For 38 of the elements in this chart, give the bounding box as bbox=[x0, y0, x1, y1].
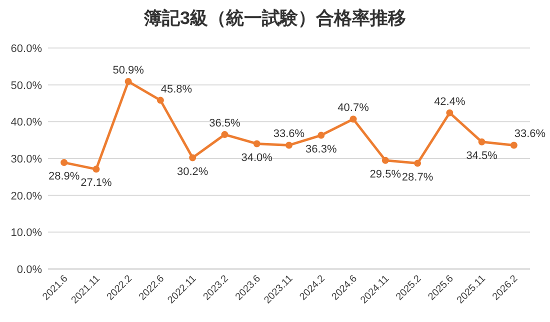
chart-title: 簿記3級（統一試験）合格率推移 bbox=[142, 8, 406, 28]
point bbox=[286, 142, 292, 149]
point bbox=[510, 142, 518, 149]
point bbox=[414, 160, 422, 167]
data-label: 45.8% bbox=[160, 83, 192, 96]
data-label: 29.5% bbox=[370, 168, 402, 180]
point bbox=[124, 78, 132, 86]
data-label: 33.6% bbox=[273, 128, 305, 140]
data-label: 27.1% bbox=[80, 177, 112, 190]
data-label: 40.7% bbox=[338, 102, 370, 114]
data-label: 28.9% bbox=[48, 170, 80, 183]
data-label: 34.5% bbox=[466, 150, 498, 162]
point bbox=[60, 159, 68, 166]
point bbox=[156, 96, 164, 104]
point bbox=[350, 116, 357, 123]
point bbox=[478, 138, 486, 146]
y-tick-label: 0.0% bbox=[16, 264, 42, 276]
point bbox=[318, 132, 325, 139]
point bbox=[446, 109, 454, 116]
point bbox=[92, 166, 100, 173]
data-label: 33.6% bbox=[514, 128, 546, 140]
y-tick-label: 60.0% bbox=[10, 43, 42, 55]
data-label: 36.5% bbox=[209, 118, 241, 130]
point bbox=[189, 154, 196, 162]
point bbox=[253, 140, 260, 148]
y-tick-label: 30.0% bbox=[10, 154, 42, 166]
y-tick-label: 10.0% bbox=[10, 227, 42, 240]
point bbox=[221, 131, 228, 138]
point bbox=[382, 156, 389, 164]
data-label: 30.2% bbox=[177, 166, 208, 178]
data-label: 34.0% bbox=[241, 152, 273, 164]
data-label: 28.7% bbox=[402, 171, 434, 184]
data-label: 50.9% bbox=[112, 64, 144, 77]
y-tick-label: 50.0% bbox=[10, 80, 42, 92]
data-label: 36.3% bbox=[306, 143, 337, 156]
data-label: 42.4% bbox=[434, 96, 466, 108]
y-tick-label: 20.0% bbox=[10, 190, 42, 202]
y-tick-label: 40.0% bbox=[10, 116, 42, 129]
